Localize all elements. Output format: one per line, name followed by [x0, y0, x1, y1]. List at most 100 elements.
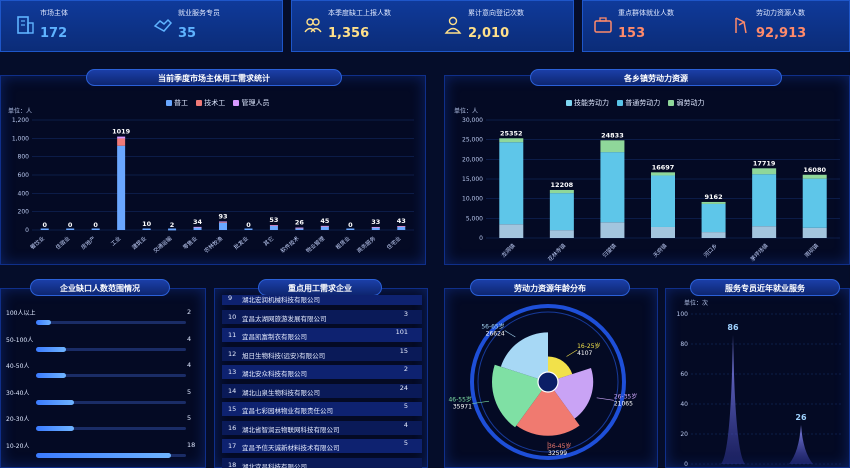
- key-company-row[interactable]: 11 宜昌凯富制衣有限公司 101: [222, 328, 422, 342]
- shortage-bar[interactable]: [36, 399, 74, 405]
- town-bar-普通劳动力[interactable]: [549, 193, 574, 231]
- data-label: 25352: [500, 129, 523, 137]
- key-company-row[interactable]: 14 湖北山泉生物科技有限公司 24: [222, 383, 422, 398]
- stat-shortage-reports[interactable]: 本季度缺工上报人数 1,356: [302, 0, 432, 52]
- y-tick-label: 25,000: [462, 137, 483, 144]
- demand-bar-管理人员[interactable]: [269, 225, 278, 226]
- town-bar-弱劳动力[interactable]: [600, 140, 625, 153]
- x-tick-label: 建筑业: [130, 234, 148, 251]
- demand-bar-技术工[interactable]: [117, 138, 126, 146]
- demand-bar-管理人员[interactable]: [117, 136, 126, 139]
- key-company-row[interactable]: 9 湖北宏润机械科技有限公司: [222, 295, 422, 305]
- town-bar-技能劳动力[interactable]: [651, 226, 675, 238]
- demand-bar-普工[interactable]: [193, 227, 202, 230]
- stat-labor-resources[interactable]: 劳动力资源人数 92,913: [730, 0, 845, 52]
- data-label: 24833: [601, 131, 624, 139]
- town-bar-弱劳动力[interactable]: [802, 174, 827, 179]
- demand-bar-管理人员[interactable]: [295, 227, 304, 229]
- town-bar-弱劳动力[interactable]: [701, 201, 726, 204]
- service-peak[interactable]: [789, 425, 813, 464]
- stat-value: 172: [40, 26, 68, 41]
- shortage-bar[interactable]: [36, 346, 66, 352]
- town-bar-技能劳动力[interactable]: [701, 232, 726, 238]
- demand-bar-管理人员[interactable]: [320, 225, 329, 227]
- town-bar-弱劳动力[interactable]: [651, 172, 675, 176]
- people-icon: [304, 18, 322, 33]
- town-bar-弱劳动力[interactable]: [549, 189, 574, 194]
- demand-bar-管理人员[interactable]: [371, 226, 380, 228]
- town-bar-技能劳动力[interactable]: [752, 226, 777, 238]
- company-demand-count: 5: [403, 439, 408, 447]
- stat-intent-registrations[interactable]: 累计意向登记次数 2,010: [442, 0, 572, 52]
- shortage-category-label: 10-20人: [6, 442, 30, 450]
- demand-bar-管理人员[interactable]: [219, 221, 227, 223]
- age-slice[interactable]: [553, 368, 594, 419]
- company-index: 11: [228, 331, 237, 339]
- town-bar-弱劳动力[interactable]: [499, 138, 524, 143]
- y-tick-label: 10,000: [462, 196, 483, 203]
- town-bar-普通劳动力[interactable]: [499, 142, 524, 225]
- stat-key-group-employment[interactable]: 重点群体就业人数 153: [592, 0, 712, 52]
- shortage-bar[interactable]: [36, 452, 171, 458]
- company-name: 湖北山泉生物科技有限公司: [242, 388, 320, 397]
- demand-bar-普工[interactable]: [117, 145, 126, 230]
- handshake-icon: [153, 18, 173, 32]
- town-bar-普通劳动力[interactable]: [701, 203, 726, 233]
- service-peak[interactable]: [721, 335, 745, 464]
- key-company-row[interactable]: 16 湖北省智润云物联网科技有限公司 4: [222, 420, 422, 435]
- demand-bar-普工[interactable]: [371, 227, 380, 230]
- shortage-bar[interactable]: [36, 373, 66, 378]
- age-slice[interactable]: [500, 332, 548, 379]
- age-slice[interactable]: [516, 390, 580, 436]
- town-bar-普通劳动力[interactable]: [600, 152, 625, 223]
- shortage-bar[interactable]: [36, 426, 74, 431]
- key-company-row[interactable]: 10 宜昌太湖网旅游发展有限公司 3: [222, 309, 422, 324]
- key-company-row[interactable]: 12 旭日生物科技(远安)有限公司 15: [222, 346, 422, 361]
- age-slice-value: 32599: [548, 450, 567, 457]
- demand-bar-技术工[interactable]: [219, 221, 227, 223]
- leader-line: [566, 349, 578, 357]
- town-bar-技能劳动力[interactable]: [549, 230, 574, 238]
- stat-service-specialists[interactable]: 就业服务专员 35: [152, 0, 272, 52]
- age-slice[interactable]: [492, 364, 543, 428]
- key-panel-title: 重点用工需求企业: [258, 279, 382, 296]
- demand-bar-管理人员[interactable]: [193, 226, 202, 228]
- key-company-row[interactable]: 18 湖北宜昌科技有限公司: [222, 457, 422, 468]
- key-company-row[interactable]: 17 宜昌予信天诚新材料技术有限公司 5: [222, 439, 422, 453]
- data-label: 34: [193, 218, 203, 226]
- stat-value: 1,356: [328, 26, 370, 41]
- key-company-row[interactable]: 13 湖北安众科技有限公司 2: [222, 365, 422, 379]
- town-bar-普通劳动力[interactable]: [802, 178, 827, 228]
- key-company-row[interactable]: 15 宜昌七彩园林物业有限责任公司 5: [222, 402, 422, 416]
- shortage-bar[interactable]: [36, 320, 51, 325]
- legend-label: 管理人员: [241, 99, 270, 107]
- age-slice[interactable]: [548, 356, 573, 379]
- town-bar-技能劳动力[interactable]: [802, 227, 827, 238]
- town-bar-技能劳动力[interactable]: [499, 224, 524, 238]
- data-label: 26: [795, 413, 807, 422]
- town-bar-技能劳动力[interactable]: [600, 222, 625, 238]
- demand-bar-普工[interactable]: [295, 228, 304, 230]
- x-tick-label: 住宅业: [385, 234, 403, 251]
- demand-bar-普工[interactable]: [219, 222, 227, 230]
- x-tick-label: 农林牧渔: [202, 234, 224, 255]
- company-name: 宜昌予信天诚新材料技术有限公司: [242, 444, 340, 452]
- demand-bar-base: [66, 228, 75, 230]
- town-bar-弱劳动力[interactable]: [752, 168, 777, 175]
- worker-icon: [735, 17, 747, 34]
- stat-market-entities[interactable]: 市场主体 172: [14, 0, 134, 52]
- service-chart: 0 20 40 60 80 100 86 26: [677, 311, 841, 468]
- town-bar-普通劳动力[interactable]: [651, 175, 675, 227]
- demand-bar-普工[interactable]: [397, 226, 406, 230]
- demand-bar-普工[interactable]: [269, 225, 278, 230]
- briefcase-icon: [594, 17, 612, 33]
- demand-bar-普工[interactable]: [320, 226, 329, 230]
- demand-bar-普工[interactable]: [168, 229, 177, 231]
- town-bar-普通劳动力[interactable]: [752, 174, 777, 227]
- key-company-list[interactable]: 9 湖北宏润机械科技有限公司 10 宜昌太湖网旅游发展有限公司 3 11 宜昌凯富制衣有限公…: [222, 295, 424, 468]
- y-tick-label: 400: [18, 190, 30, 197]
- company-name: 湖北宜昌科技有限公司: [242, 462, 307, 468]
- legend-label: 弱劳动力: [676, 99, 705, 107]
- demand-bar-管理人员[interactable]: [397, 226, 406, 227]
